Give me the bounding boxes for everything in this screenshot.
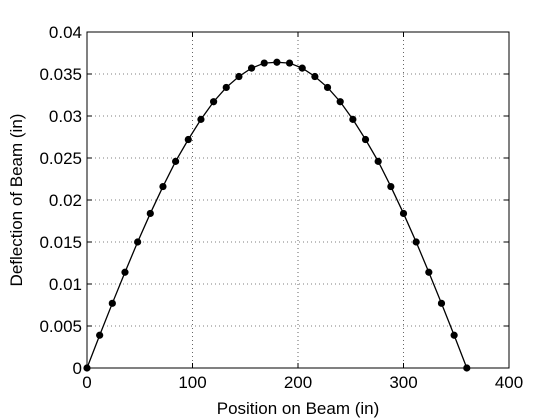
data-point: [437, 299, 446, 307]
data-point: [399, 209, 408, 218]
data-series: [83, 58, 471, 372]
x-tick-labels: 0 100 200 300 400: [82, 373, 523, 392]
data-point: [311, 72, 319, 81]
data-point: [184, 135, 192, 144]
data-point: [387, 182, 395, 191]
data-point: [159, 182, 167, 191]
data-point: [197, 115, 205, 123]
data-point: [247, 64, 256, 72]
data-point: [235, 72, 243, 81]
data-point: [349, 115, 357, 123]
y-tick-label: 0.04: [49, 23, 82, 42]
grid: [87, 32, 509, 368]
y-tick-label: 0.03: [49, 107, 82, 126]
tick-marks: [86, 31, 510, 369]
data-point: [374, 157, 382, 165]
x-tick-label: 300: [389, 373, 417, 392]
data-point: [121, 268, 129, 276]
data-point: [260, 59, 268, 67]
data-point: [450, 331, 458, 339]
y-tick-labels: 0 0.005 0.01 0.015 0.02 0.025 0.03 0.035 0.04: [39, 23, 82, 378]
x-axis-title: Position on Beam (in): [217, 399, 380, 418]
y-tick-label: 0.025: [39, 149, 82, 168]
data-point: [210, 98, 218, 106]
data-point: [412, 238, 420, 246]
x-tick-label: 0: [82, 373, 91, 392]
data-point: [146, 209, 154, 218]
data-point: [361, 135, 370, 144]
y-axis-title: Deflection of Beam (in): [7, 114, 26, 287]
data-point: [285, 59, 294, 67]
y-tick-label: 0.035: [39, 65, 82, 84]
y-tick-label: 0.015: [39, 233, 82, 252]
data-point: [108, 299, 116, 307]
x-tick-label: 400: [495, 373, 523, 392]
y-tick-label: 0.005: [39, 317, 82, 336]
data-point: [96, 331, 104, 339]
data-point: [298, 64, 306, 72]
data-point: [323, 83, 332, 92]
x-tick-label: 200: [284, 373, 312, 392]
x-tick-label: 100: [178, 373, 206, 392]
data-point: [425, 268, 433, 276]
data-point: [273, 58, 281, 66]
data-point: [336, 98, 344, 106]
y-tick-label: 0: [73, 359, 82, 378]
data-point: [134, 238, 142, 246]
data-point: [172, 157, 180, 165]
data-point: [222, 83, 230, 92]
y-tick-label: 0.01: [49, 275, 82, 294]
y-tick-label: 0.02: [49, 191, 82, 210]
